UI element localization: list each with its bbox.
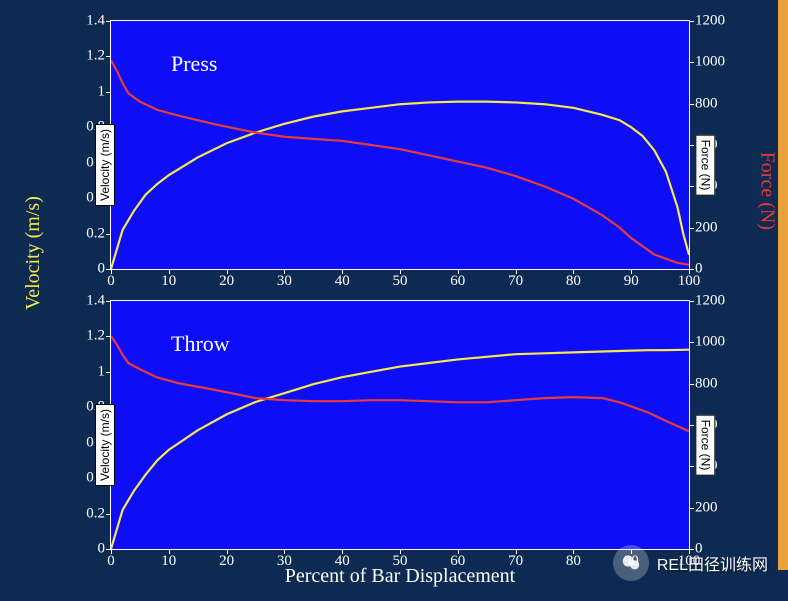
y1-box-label: Velocity (m/s)	[95, 404, 115, 486]
wechat-icon	[613, 545, 649, 581]
watermark-text: REL田径训练网	[657, 551, 768, 575]
x-axis-label: Percent of Bar Displacement	[285, 565, 515, 588]
watermark: REL田径训练网	[613, 545, 768, 581]
side-accent	[778, 0, 788, 570]
plot-area: Throw 00.20.40.60.811.21.4 0200400600800…	[110, 300, 690, 550]
y1-box-label: Velocity (m/s)	[95, 124, 115, 206]
y2-box-label: Force (N)	[696, 415, 716, 476]
curves-svg	[111, 301, 689, 549]
chart-panel-press: Press 00.20.40.60.811.21.4 0200400600800…	[40, 20, 760, 270]
y2-box-label: Force (N)	[696, 135, 716, 196]
chart-panel-throw: Throw 00.20.40.60.811.21.4 0200400600800…	[40, 300, 760, 550]
curves-svg	[111, 21, 689, 269]
plot-area: Press 00.20.40.60.811.21.4 0200400600800…	[110, 20, 690, 270]
charts-container: Velocity (m/s) Force (N) Press 00.20.40.…	[40, 10, 760, 590]
